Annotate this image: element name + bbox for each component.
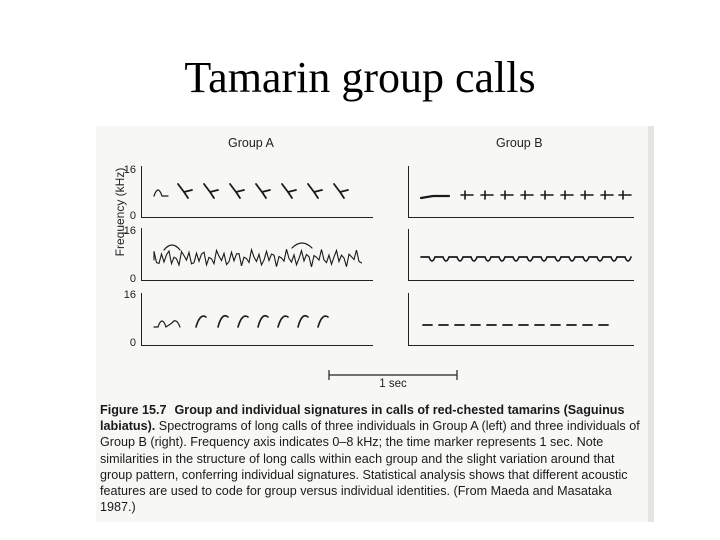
call-note <box>257 314 269 328</box>
figure-caption: Figure 15.7 Group and individual signatur… <box>100 402 646 515</box>
call-note <box>217 314 229 328</box>
call-note <box>177 183 193 199</box>
spectrogram-group-a-individual-1 <box>141 166 373 218</box>
call-note <box>520 190 534 200</box>
call-note <box>500 190 514 200</box>
spectrogram-group-b-individual-3 <box>408 293 634 346</box>
call-note <box>600 190 614 200</box>
spectrogram-group-a-individual-3 <box>141 293 373 346</box>
call-note <box>297 314 309 328</box>
intro-note <box>153 320 181 328</box>
call-note <box>460 190 474 200</box>
call-note <box>317 315 329 328</box>
figure-panel <box>96 126 652 522</box>
tick-label-top-2: 16 <box>123 225 136 237</box>
call-note <box>540 190 554 200</box>
call-note <box>237 315 249 328</box>
call-tone <box>419 194 451 200</box>
call-note <box>229 183 245 199</box>
call-trace <box>420 256 632 262</box>
spectrogram-group-a-individual-2 <box>141 228 373 281</box>
call-note <box>560 190 574 200</box>
group-b-label: Group B <box>496 136 543 150</box>
call-note <box>195 315 207 328</box>
intro-note <box>153 189 169 197</box>
call-note <box>307 183 323 199</box>
slide-title: Tamarin group calls <box>184 53 536 102</box>
tick-label-top-1: 16 <box>123 164 136 176</box>
call-trill <box>153 247 363 268</box>
call-harmonic <box>163 242 313 251</box>
call-note <box>281 183 297 199</box>
figure-caption-text: Spectrograms of long calls of three indi… <box>100 419 640 515</box>
figure-number: Figure 15.7 <box>100 403 167 417</box>
tick-label-bottom-3: 0 <box>129 337 136 349</box>
figure-caption-title: Group and individual signatures in calls… <box>100 403 625 434</box>
tick-label-bottom-2: 0 <box>129 273 136 285</box>
spectrogram-group-b-individual-1 <box>408 166 634 218</box>
call-note <box>480 190 494 200</box>
spectrogram-group-b-individual-2 <box>408 229 634 281</box>
time-marker-label: 1 sec <box>379 378 407 390</box>
time-marker <box>328 370 458 380</box>
group-a-label: Group A <box>228 136 274 150</box>
tick-label-bottom-1: 0 <box>129 210 136 222</box>
call-note <box>277 315 289 328</box>
call-note <box>203 183 219 199</box>
call-note <box>618 190 632 200</box>
tick-label-top-3: 16 <box>123 289 136 301</box>
call-note <box>333 183 349 199</box>
call-note <box>255 183 271 199</box>
panel-edge <box>648 126 654 522</box>
call-note <box>580 190 594 200</box>
